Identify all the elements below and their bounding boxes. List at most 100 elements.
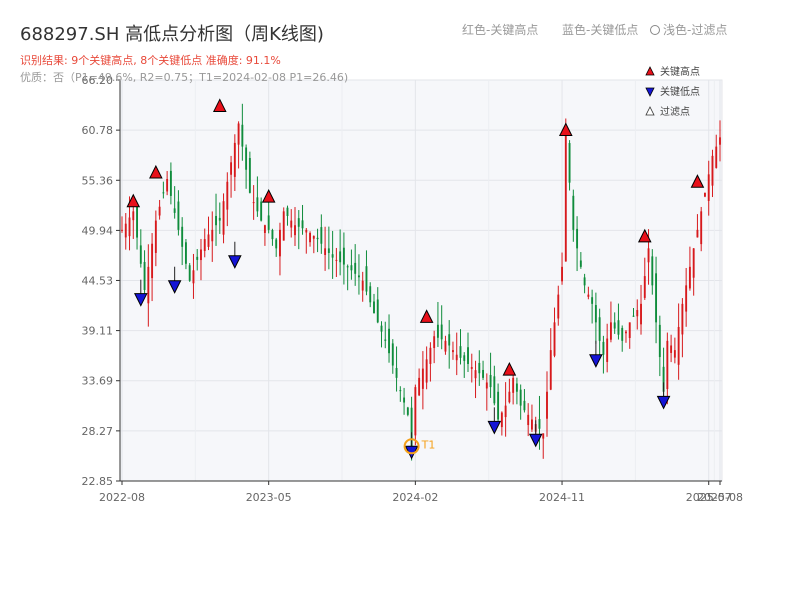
x-tick-label: 2023-05 xyxy=(246,491,292,504)
key-low-marker xyxy=(228,255,242,269)
candle-body xyxy=(271,230,274,240)
legend-top-low: 蓝色-关键低点 xyxy=(562,23,639,37)
candle-body xyxy=(463,355,466,361)
candle-body xyxy=(136,206,138,238)
y-tick-label: 28.27 xyxy=(82,425,114,438)
key-low-marker xyxy=(528,433,543,448)
candle-body xyxy=(309,232,312,243)
candle-body xyxy=(527,414,530,426)
candle-body xyxy=(583,277,586,286)
key-low-marker xyxy=(487,420,502,435)
candle-body xyxy=(316,237,319,240)
y-tick-label: 49.94 xyxy=(82,224,114,237)
candle-body xyxy=(282,211,285,241)
candle-body xyxy=(320,227,323,244)
candle-body xyxy=(489,374,492,388)
candle-body xyxy=(452,350,454,353)
key-high-marker xyxy=(690,174,705,188)
candle-body xyxy=(158,206,161,216)
key-high-marker xyxy=(261,188,276,203)
candle-body xyxy=(557,294,560,319)
candle-body xyxy=(538,419,541,429)
axes: 22.85 28.27 33.69 39.11 44.53 49.94 55.36 60.78… xyxy=(82,74,743,504)
candle-body xyxy=(263,225,266,233)
candle-body xyxy=(192,270,195,284)
x-tick-label: 2024-02 xyxy=(392,491,438,504)
candle-body xyxy=(230,162,233,175)
candle-body xyxy=(561,266,563,282)
candle-body xyxy=(373,301,375,314)
t1-marker xyxy=(403,438,420,455)
key-high-marker xyxy=(149,164,163,179)
candle-body xyxy=(613,322,616,329)
candle-body xyxy=(173,208,176,213)
y-tick-label: 44.53 xyxy=(82,274,114,287)
legend-filtered-icon xyxy=(645,106,655,116)
candle-body xyxy=(711,155,714,186)
candle-body xyxy=(237,123,240,145)
candle-body xyxy=(530,419,533,430)
y-tick-label: 60.78 xyxy=(82,124,114,137)
quality-summary: 优质：否（P1=49.6%, R2=0.75；T1=2024-02-08 P1=… xyxy=(20,71,349,84)
candle-body xyxy=(523,400,526,411)
candle-body xyxy=(632,315,635,317)
candle-body xyxy=(493,376,496,404)
legend-low-icon xyxy=(645,87,655,97)
candle-body xyxy=(692,248,695,278)
key-high-marker xyxy=(212,98,227,112)
candle-body xyxy=(207,234,210,247)
candle-body xyxy=(128,217,131,237)
candle-body xyxy=(636,310,639,317)
key-high-marker xyxy=(558,122,573,137)
legend-label: 关键低点 xyxy=(660,85,700,98)
candle-body xyxy=(384,339,387,341)
candle-body xyxy=(546,391,548,419)
x-tick-label: 2025-08 xyxy=(697,491,743,504)
candle-body xyxy=(403,397,406,403)
candle-body xyxy=(361,280,364,291)
candle-body xyxy=(425,359,428,383)
candle-body xyxy=(312,236,315,239)
candle-body xyxy=(248,157,251,193)
candle-body xyxy=(606,338,609,362)
candle-body xyxy=(399,390,402,392)
candle-body xyxy=(421,368,424,389)
candle-body xyxy=(440,324,443,340)
candle-body xyxy=(658,324,661,358)
candle-body xyxy=(203,239,206,251)
candle-body xyxy=(121,229,123,231)
legend-top-filtered: 浅色-过滤点 xyxy=(650,21,727,38)
candle-body xyxy=(436,324,439,338)
candle-body xyxy=(222,201,225,235)
candle-body xyxy=(294,225,296,236)
candle-body xyxy=(587,294,590,297)
candle-body xyxy=(260,201,263,221)
legend-label: 过滤点 xyxy=(660,105,690,118)
candle-body xyxy=(245,147,248,170)
key-low-marker xyxy=(656,395,671,410)
candle-body xyxy=(188,265,191,281)
candle-body xyxy=(162,192,165,194)
y-tick-label: 55.36 xyxy=(82,174,114,187)
candle-body xyxy=(696,229,699,238)
candle-body xyxy=(704,192,706,197)
candle-body xyxy=(609,322,612,340)
y-tick-label: 39.11 xyxy=(82,325,114,338)
candle-body xyxy=(568,143,571,183)
x-tick-label: 2022-08 xyxy=(99,491,145,504)
candle-body xyxy=(478,362,481,374)
candle-body xyxy=(369,286,372,303)
candle-body xyxy=(350,265,353,271)
candle-body xyxy=(594,305,597,323)
candle-body xyxy=(406,407,409,415)
candle-body xyxy=(305,229,308,233)
candle-body xyxy=(380,325,383,332)
candle-body xyxy=(542,433,545,439)
candle-body xyxy=(497,391,500,420)
candle-body xyxy=(346,266,349,268)
candle-body xyxy=(388,328,390,354)
candle-body xyxy=(301,220,304,229)
candle-body xyxy=(226,181,229,210)
